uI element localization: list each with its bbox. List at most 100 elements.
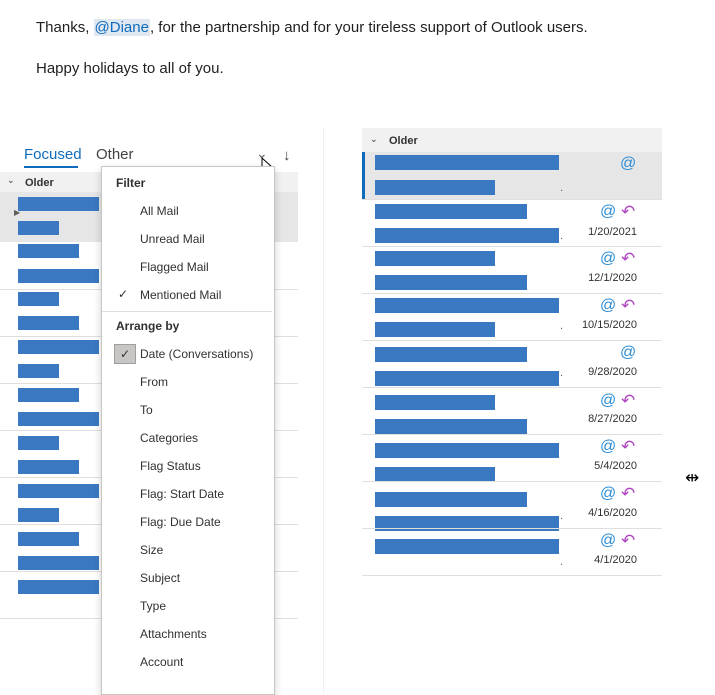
- message-date: 5/4/2020: [594, 460, 637, 472]
- section-older-right[interactable]: ⌄ Older: [362, 128, 662, 152]
- message-date: 4/16/2020: [588, 507, 637, 519]
- message-date: 9/28/2020: [588, 366, 637, 378]
- redacted-sender: [375, 395, 495, 410]
- checkmark-icon: ✓: [114, 344, 136, 364]
- redacted-sender: [375, 443, 559, 458]
- replied-icon: ↶: [621, 437, 636, 456]
- mention-icon: @: [600, 250, 617, 267]
- mention-icon: @: [600, 297, 617, 314]
- redacted-sender: [375, 347, 527, 362]
- expand-arrow-icon[interactable]: ▶: [14, 208, 21, 217]
- redacted-sender: [18, 580, 99, 594]
- message-text: Thanks,: [36, 19, 94, 36]
- menu-item-unread-mail[interactable]: Unread Mail: [140, 232, 205, 246]
- mention-icon: @: [600, 392, 617, 409]
- menu-item-from[interactable]: From: [140, 375, 168, 389]
- menu-item-all-mail[interactable]: All Mail: [140, 204, 179, 218]
- message-line-2: Happy holidays to all of you.: [36, 60, 224, 77]
- row-divider: [362, 340, 662, 341]
- arrange-by-header: Arrange by: [116, 319, 180, 333]
- pane-divider: [323, 128, 324, 693]
- redacted-subject: [18, 556, 99, 570]
- tab-other[interactable]: Other: [96, 146, 134, 163]
- message-date: 4/1/2020: [594, 554, 637, 566]
- redacted-subject: [375, 516, 559, 531]
- redacted-sender: [18, 197, 99, 211]
- redacted-subject: [375, 180, 495, 195]
- menu-separator: [102, 311, 272, 312]
- redacted-sender: [18, 244, 79, 258]
- sort-arrow-icon[interactable]: ↓: [283, 147, 291, 164]
- menu-item-flag-due-date[interactable]: Flag: Due Date: [140, 515, 221, 529]
- redacted-sender: [375, 204, 527, 219]
- redacted-sender: [18, 388, 79, 402]
- redacted-subject: [375, 228, 559, 243]
- section-label: Older: [25, 177, 54, 189]
- message-date: 8/27/2020: [588, 413, 637, 425]
- redacted-subject: [18, 316, 79, 330]
- checkmark-icon: ✓: [118, 287, 129, 301]
- row-divider: [362, 387, 662, 388]
- menu-item-date-conversations[interactable]: ✓ Date (Conversations): [102, 341, 272, 367]
- mention-icon: @: [600, 438, 617, 455]
- row-divider: [362, 199, 662, 200]
- replied-icon: ↶: [621, 391, 636, 410]
- redacted-sender: [375, 251, 495, 266]
- mention-icon: @: [600, 485, 617, 502]
- redacted-subject: [375, 371, 559, 386]
- replied-icon: ↶: [621, 296, 636, 315]
- redacted-subject: [375, 419, 527, 434]
- redacted-subject: [18, 508, 59, 522]
- row-divider: [362, 246, 662, 247]
- row-divider: [362, 434, 662, 435]
- redacted-sender: [375, 298, 559, 313]
- section-label: Older: [389, 135, 418, 147]
- mention-icon: @: [620, 155, 637, 172]
- menu-item-size[interactable]: Size: [140, 543, 164, 557]
- row-divider: [362, 293, 662, 294]
- message-text: , for the partnership and for your tirel…: [149, 19, 588, 36]
- redacted-subject: [375, 322, 495, 337]
- message-date: 1/20/2021: [588, 226, 637, 238]
- message-date: 10/15/2020: [581, 319, 637, 331]
- redacted-subject: [18, 412, 99, 426]
- tab-focused-underline: [24, 166, 78, 168]
- mention-icon: @: [600, 203, 617, 220]
- replied-icon: ↶: [621, 531, 636, 550]
- menu-item-flag-start-date[interactable]: Flag: Start Date: [140, 487, 225, 501]
- row-divider: [362, 528, 662, 529]
- mention-icon: @: [620, 344, 637, 361]
- replied-icon: ↶: [621, 484, 636, 503]
- mention-icon: @: [600, 532, 617, 549]
- menu-item-categories[interactable]: Categories: [140, 431, 199, 445]
- menu-item-flag-status[interactable]: Flag Status: [140, 459, 201, 473]
- tab-focused[interactable]: Focused: [24, 146, 82, 163]
- replied-icon: ↶: [621, 249, 636, 268]
- filter-sort-menu: Filter All Mail Unread Mail Flagged Mail…: [101, 166, 275, 695]
- menu-item-mentioned-mail[interactable]: ✓ Mentioned Mail: [118, 287, 222, 302]
- menu-item-type[interactable]: Type: [140, 599, 167, 613]
- redacted-subject: [18, 221, 59, 235]
- message-date: 12/1/2020: [588, 272, 637, 284]
- row-divider: [362, 575, 662, 576]
- redacted-subject: [18, 364, 59, 378]
- resize-cursor-icon: ⇹: [685, 468, 700, 487]
- chevron-down-icon[interactable]: ⌄: [256, 145, 268, 161]
- menu-item-attachments[interactable]: Attachments: [140, 627, 207, 641]
- redacted-subject: [375, 275, 527, 290]
- menu-item-account[interactable]: Account: [140, 655, 184, 669]
- redacted-sender: [18, 484, 99, 498]
- redacted-sender: [18, 292, 59, 306]
- redacted-subject: [18, 269, 99, 283]
- collapse-chevron-icon: ⌄: [370, 134, 378, 144]
- redacted-sender: [375, 539, 559, 554]
- replied-icon: ↶: [621, 202, 636, 221]
- menu-item-to[interactable]: To: [140, 403, 153, 417]
- mention-diane[interactable]: @Diane: [93, 19, 150, 36]
- selection-indicator: [362, 152, 365, 200]
- redacted-sender: [18, 436, 59, 450]
- redacted-sender: [375, 155, 559, 170]
- menu-item-subject[interactable]: Subject: [140, 571, 181, 585]
- redacted-subject: [18, 460, 79, 474]
- menu-item-flagged-mail[interactable]: Flagged Mail: [140, 260, 209, 274]
